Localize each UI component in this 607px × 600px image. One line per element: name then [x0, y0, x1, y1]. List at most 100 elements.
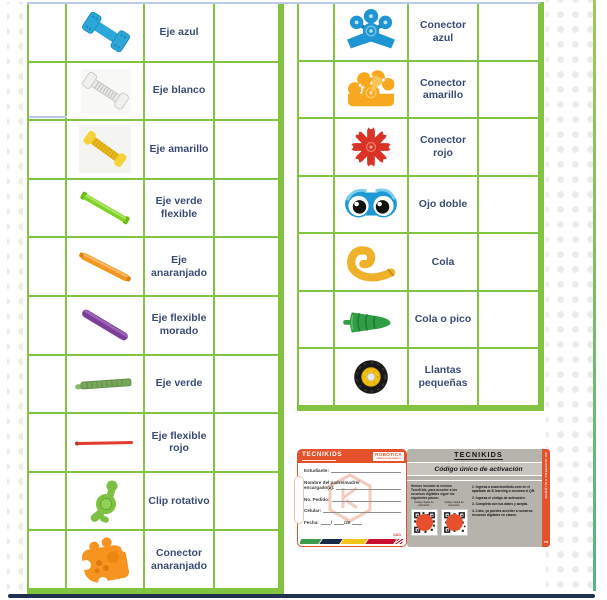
page-edge-line: [593, 0, 596, 591]
part-label-cell: Conector rojo: [409, 119, 477, 175]
llantas-pequenas-image: [354, 360, 388, 394]
part-label-cell: Conector anaranjado: [145, 531, 213, 588]
cell-empty: [215, 62, 278, 120]
part-label-cell: Cola o pico: [409, 291, 477, 348]
part-label: Eje azul: [159, 25, 199, 38]
cell-empty: [479, 176, 538, 233]
part-image-cell: [67, 179, 143, 237]
cell-empty: [29, 414, 65, 471]
conector-amarillo-image: [347, 70, 395, 107]
part-image-cell: [67, 296, 143, 354]
part-label-cell: Eje flexible morado: [145, 296, 213, 354]
cell-empty: [29, 4, 65, 61]
cell-empty: [215, 179, 278, 237]
part-label: Conector rojo: [419, 134, 467, 159]
part-image-cell: [67, 121, 143, 178]
instructions-intro: Hemos incluido la versión TecniKids, par…: [411, 484, 458, 501]
part-image-cell: [67, 4, 143, 61]
part-image-cell: [335, 61, 407, 118]
cell-empty: [215, 238, 278, 295]
panel-body: Hemos incluido la versión TecniKids, par…: [407, 481, 550, 547]
eje-amarillo-image: [79, 125, 131, 174]
activation-card: TECNIKIDS ROBÓTICA PREESCOLAR BÁSICO: [294, 449, 550, 547]
brand-color-stripes: [300, 539, 404, 544]
write-in-line: [323, 508, 401, 514]
step-item: 1. Ingresa a www.tecnikids.com en el apa…: [472, 485, 536, 494]
conector-azul-image: [347, 8, 395, 49]
field-fecha: Fecha: / /20: [304, 520, 401, 525]
panel-header: TECNIKIDS: [407, 449, 550, 462]
form-code: 1321: [393, 533, 401, 537]
cell-empty: [29, 472, 65, 530]
parts-table-right: Conector azul Conector amarillo: [297, 2, 544, 411]
cell-empty: [29, 179, 65, 237]
part-image-cell: [67, 472, 143, 530]
field-nombre: Nombre del padre/madre/: [304, 479, 360, 485]
part-label-cell: Eje verde: [145, 355, 213, 413]
card-header-bar: TECNIKIDS ROBÓTICA PREESCOLAR BÁSICO: [298, 450, 406, 463]
step-item: 3. Completa con tus datos y acepta.: [472, 502, 529, 507]
step-item: 2. Ingresa el código de activación.: [472, 495, 526, 500]
cell-empty: [479, 119, 538, 175]
ojo-doble-image: [345, 188, 397, 218]
eje-flexible-rojo-image: [75, 441, 134, 446]
part-label: Eje amarillo: [149, 143, 209, 156]
cell-empty: [29, 531, 65, 588]
cell-empty: [215, 121, 278, 178]
write-in-line: [331, 497, 401, 502]
cell-empty: [29, 121, 65, 178]
part-image-cell: [335, 291, 407, 348]
part-image-cell: [335, 119, 407, 175]
part-image-cell: [335, 349, 407, 405]
program-badge: ROBÓTICA PREESCOLAR BÁSICO: [373, 452, 404, 461]
side-tab-label: ROBÓTICA PREESCOLAR: [544, 452, 548, 499]
steps-list: 1. Ingresa a www.tecnikids.com en el apa…: [472, 484, 538, 544]
field-pedido: No. Pedido:: [304, 497, 401, 502]
cell-empty: [299, 119, 333, 175]
qr-code: [441, 509, 468, 537]
cell-empty: [215, 472, 278, 530]
eje-verde-flexible-image: [80, 191, 130, 225]
part-label-cell: Cola: [409, 234, 477, 290]
write-in-line: [320, 520, 331, 525]
conector-rojo-image: [349, 125, 393, 169]
panel-title: Código único de activación: [434, 465, 523, 473]
part-label: Eje verde flexible: [155, 195, 203, 221]
side-tab-number: 750: [543, 541, 549, 544]
cola-image: [347, 246, 396, 282]
part-image-cell: [67, 355, 143, 413]
step-item: 4. Listo, ya puedes acceder a nuestros r…: [472, 508, 533, 518]
parts-table-left: Eje azul Eje blanco: [27, 2, 284, 594]
part-label: Eje flexible rojo: [151, 429, 207, 455]
registration-card: TECNIKIDS ROBÓTICA PREESCOLAR BÁSICO: [294, 449, 407, 547]
activation-code-panel: TECNIKIDS Código único de activación Hem…: [407, 449, 550, 547]
cell-empty: [299, 61, 333, 118]
cell-empty: [479, 291, 538, 348]
part-image-cell: [335, 234, 407, 290]
write-in-line: [331, 468, 401, 474]
cell-empty: [479, 234, 538, 290]
part-label-cell: Eje anaranjado: [145, 238, 213, 295]
part-label: Eje anaranjado: [150, 253, 208, 279]
cell-empty: [29, 355, 65, 413]
part-label: Cola o pico: [414, 313, 472, 326]
part-label-cell: Eje flexible rojo: [145, 414, 213, 471]
cell-empty: [299, 176, 333, 233]
registration-fields: Estudiante: Nombre del padre/madre/ enca…: [298, 463, 406, 525]
qr-cover-circle: [446, 514, 463, 532]
cell-empty: [215, 414, 278, 471]
part-image-cell: [67, 414, 143, 471]
field-estudiante: Estudiante:: [304, 468, 401, 474]
write-in-line: [336, 485, 401, 491]
part-label: Conector anaranjado: [150, 546, 208, 572]
field-nombre-2: encargado(a):: [304, 485, 401, 491]
qr-caption: Código digital de activación: [414, 501, 434, 508]
part-image-cell: [335, 176, 407, 233]
dot-pattern-left: [7, 2, 23, 592]
qr-code: [411, 509, 438, 537]
qr-block: Código digital de activación: [441, 501, 468, 537]
panel-title-band: Código único de activación: [407, 463, 550, 475]
program-title: ROBÓTICA: [375, 452, 402, 458]
cell-empty: [215, 355, 278, 413]
